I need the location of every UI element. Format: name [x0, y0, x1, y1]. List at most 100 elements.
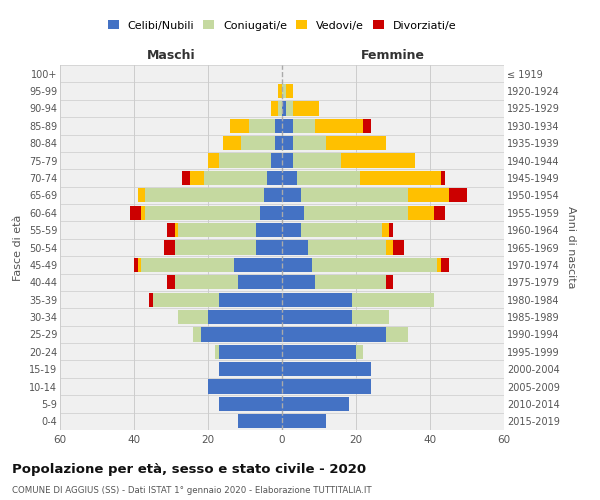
Bar	[234, 258, 282, 272]
Bar	[282, 328, 386, 342]
Bar	[149, 292, 152, 307]
Bar	[441, 258, 449, 272]
Bar	[219, 154, 271, 168]
Bar	[301, 223, 382, 237]
Bar	[230, 118, 249, 133]
Bar	[138, 188, 145, 202]
Bar	[293, 136, 326, 150]
Bar	[278, 102, 282, 116]
Text: Popolazione per età, sesso e stato civile - 2020: Popolazione per età, sesso e stato civil…	[12, 462, 366, 475]
Bar	[282, 136, 293, 150]
Bar	[282, 310, 352, 324]
Bar	[278, 84, 282, 98]
Bar	[178, 310, 208, 324]
Bar	[145, 206, 260, 220]
Bar	[142, 258, 234, 272]
Bar	[282, 84, 286, 98]
Bar	[263, 188, 282, 202]
Bar	[256, 223, 282, 237]
Bar	[356, 344, 364, 359]
Bar	[167, 223, 175, 237]
Bar	[316, 275, 386, 289]
Bar	[219, 397, 282, 411]
Bar	[352, 292, 434, 307]
Bar	[408, 206, 434, 220]
Bar	[282, 292, 352, 307]
Bar	[138, 258, 142, 272]
Bar	[193, 328, 200, 342]
Bar	[175, 275, 238, 289]
Bar	[208, 380, 282, 394]
Bar	[215, 344, 219, 359]
Bar	[267, 171, 282, 185]
Bar	[130, 206, 142, 220]
Bar	[341, 154, 415, 168]
Bar	[393, 240, 404, 254]
Bar	[293, 154, 341, 168]
Bar	[386, 240, 393, 254]
Bar	[275, 118, 282, 133]
Bar	[256, 240, 282, 254]
Bar	[219, 344, 282, 359]
Bar	[282, 258, 311, 272]
Bar	[145, 188, 263, 202]
Bar	[282, 397, 349, 411]
Bar	[275, 136, 282, 150]
Bar	[175, 223, 178, 237]
Bar	[238, 275, 282, 289]
Bar	[271, 154, 282, 168]
Bar	[260, 206, 282, 220]
Bar	[293, 118, 316, 133]
Bar	[282, 154, 293, 168]
Bar	[352, 310, 389, 324]
Bar	[142, 206, 145, 220]
Bar	[167, 275, 175, 289]
Bar	[304, 206, 408, 220]
Bar	[282, 414, 326, 428]
Bar	[208, 310, 282, 324]
Bar	[282, 188, 301, 202]
Bar	[223, 136, 241, 150]
Bar	[249, 118, 275, 133]
Bar	[282, 118, 293, 133]
Bar	[204, 171, 267, 185]
Bar	[293, 102, 319, 116]
Bar	[134, 258, 138, 272]
Bar	[219, 292, 282, 307]
Bar	[386, 275, 393, 289]
Text: Femmine: Femmine	[361, 48, 425, 62]
Bar	[282, 206, 304, 220]
Bar	[282, 362, 371, 376]
Bar	[386, 328, 408, 342]
Y-axis label: Anni di nascita: Anni di nascita	[566, 206, 577, 289]
Bar	[282, 344, 356, 359]
Bar	[408, 188, 449, 202]
Bar	[282, 171, 297, 185]
Bar	[219, 362, 282, 376]
Bar	[200, 328, 282, 342]
Text: Maschi: Maschi	[146, 48, 196, 62]
Bar	[389, 223, 393, 237]
Bar	[175, 240, 256, 254]
Bar	[182, 171, 190, 185]
Bar	[282, 223, 301, 237]
Bar	[282, 240, 308, 254]
Bar	[308, 240, 386, 254]
Bar	[326, 136, 386, 150]
Bar	[190, 171, 204, 185]
Bar	[271, 102, 278, 116]
Bar	[382, 223, 389, 237]
Bar	[282, 380, 371, 394]
Bar	[238, 414, 282, 428]
Bar	[449, 188, 467, 202]
Bar	[364, 118, 371, 133]
Bar	[164, 240, 175, 254]
Bar	[208, 154, 219, 168]
Bar	[282, 275, 316, 289]
Bar	[178, 223, 256, 237]
Y-axis label: Fasce di età: Fasce di età	[13, 214, 23, 280]
Legend: Celibi/Nubili, Coniugati/e, Vedovi/e, Divorziati/e: Celibi/Nubili, Coniugati/e, Vedovi/e, Di…	[103, 16, 461, 35]
Bar	[311, 258, 437, 272]
Text: COMUNE DI AGGIUS (SS) - Dati ISTAT 1° gennaio 2020 - Elaborazione TUTTITALIA.IT: COMUNE DI AGGIUS (SS) - Dati ISTAT 1° ge…	[12, 486, 371, 495]
Bar	[282, 102, 286, 116]
